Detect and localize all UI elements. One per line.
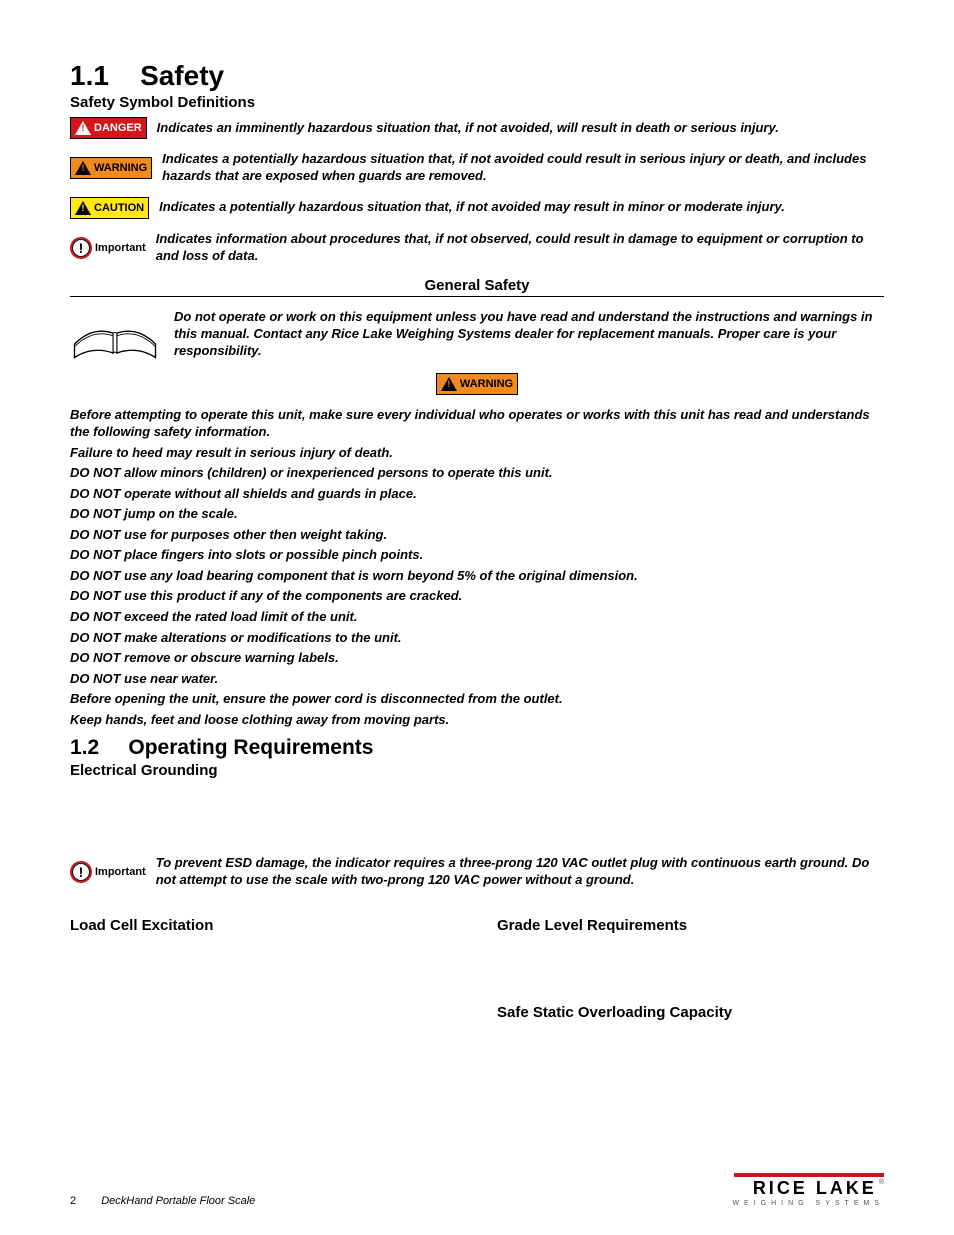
center-warning-label: WARNING	[460, 378, 513, 390]
footer-left: 2 DeckHand Portable Floor Scale	[70, 1195, 255, 1207]
safety-symbol-definitions-title: Safety Symbol Definitions	[70, 94, 884, 111]
rule-item: DO NOT place fingers into slots or possi…	[70, 546, 884, 564]
section-name: Operating Requirements	[128, 736, 373, 759]
alert-triangle-icon	[75, 201, 91, 215]
rule-item: DO NOT remove or obscure warning labels.	[70, 649, 884, 667]
center-warning: WARNING	[70, 373, 884, 396]
load-cell-title: Load Cell Excitation	[70, 917, 457, 934]
rule-item: Before attempting to operate this unit, …	[70, 406, 884, 441]
warning-label: WARNING	[94, 162, 147, 174]
warning-badge-center: WARNING	[436, 373, 518, 395]
logo-registered: ®	[879, 1179, 884, 1186]
doc-title: DeckHand Portable Floor Scale	[101, 1195, 255, 1207]
manual-text: Do not operate or work on this equipment…	[174, 309, 884, 360]
logo-bar	[734, 1173, 884, 1177]
page-footer: 2 DeckHand Portable Floor Scale RICE LAK…	[70, 1173, 884, 1207]
rule-item: Before opening the unit, ensure the powe…	[70, 690, 884, 708]
safety-rules-list: Before attempting to operate this unit, …	[70, 406, 884, 729]
section-number: 1.2	[70, 736, 99, 759]
important-label: Important	[95, 242, 146, 254]
callout-important-esd: ! Important To prevent ESD damage, the i…	[70, 855, 884, 889]
alert-triangle-icon	[75, 121, 91, 135]
danger-label: DANGER	[94, 122, 142, 134]
important-badge: ! Important	[70, 237, 146, 259]
section-name: Safety	[140, 60, 224, 91]
danger-badge: DANGER	[70, 117, 147, 139]
rule-item: Failure to heed may result in serious in…	[70, 444, 884, 462]
alert-triangle-icon	[441, 377, 457, 391]
logo-name: RICE LAKE	[753, 1178, 877, 1198]
important-badge: ! Important	[70, 861, 146, 883]
overload-title: Safe Static Overloading Capacity	[497, 1004, 884, 1021]
divider	[70, 296, 884, 297]
important-circle-icon: !	[70, 861, 92, 883]
electrical-grounding-title: Electrical Grounding	[70, 762, 884, 779]
rule-item: DO NOT use this product if any of the co…	[70, 587, 884, 605]
danger-text: Indicates an imminently hazardous situat…	[157, 120, 884, 137]
manual-callout: Do not operate or work on this equipment…	[70, 307, 884, 363]
rule-item: DO NOT use any load bearing component th…	[70, 567, 884, 585]
rule-item: DO NOT use near water.	[70, 670, 884, 688]
section-number: 1.1	[70, 60, 109, 91]
callout-warning: WARNING Indicates a potentially hazardou…	[70, 151, 884, 185]
section-1-1-title: 1.1 Safety	[70, 60, 884, 92]
rule-item: DO NOT operate without all shields and g…	[70, 485, 884, 503]
caution-text: Indicates a potentially hazardous situat…	[159, 199, 884, 216]
open-book-icon	[70, 307, 160, 363]
rule-item: DO NOT jump on the scale.	[70, 505, 884, 523]
page-number: 2	[70, 1195, 76, 1207]
rule-item: DO NOT make alterations or modifications…	[70, 629, 884, 647]
caution-label: CAUTION	[94, 202, 144, 214]
rule-item: DO NOT allow minors (children) or inexpe…	[70, 464, 884, 482]
section-1-2-title: 1.2 Operating Requirements	[70, 736, 884, 760]
callout-caution: CAUTION Indicates a potentially hazardou…	[70, 197, 884, 219]
alert-triangle-icon	[75, 161, 91, 175]
general-safety-title: General Safety	[70, 277, 884, 294]
rule-item: DO NOT exceed the rated load limit of th…	[70, 608, 884, 626]
important-text: Indicates information about procedures t…	[156, 231, 884, 265]
warning-text: Indicates a potentially hazardous situat…	[162, 151, 884, 185]
logo-sub: WEIGHING SYSTEMS	[732, 1200, 884, 1207]
grade-level-title: Grade Level Requirements	[497, 917, 884, 934]
spacer	[70, 785, 884, 855]
important-label: Important	[95, 866, 146, 878]
rule-item: DO NOT use for purposes other then weigh…	[70, 526, 884, 544]
callout-danger: DANGER Indicates an imminently hazardous…	[70, 117, 884, 139]
rule-item: Keep hands, feet and loose clothing away…	[70, 711, 884, 729]
requirements-columns: Load Cell Excitation Grade Level Require…	[70, 903, 884, 1027]
callout-important: ! Important Indicates information about …	[70, 231, 884, 265]
caution-badge: CAUTION	[70, 197, 149, 219]
rice-lake-logo: RICE LAKE® WEIGHING SYSTEMS	[732, 1173, 884, 1207]
spacer	[497, 940, 884, 990]
warning-badge: WARNING	[70, 157, 152, 179]
important-circle-icon: !	[70, 237, 92, 259]
important-esd-text: To prevent ESD damage, the indicator req…	[156, 855, 884, 889]
